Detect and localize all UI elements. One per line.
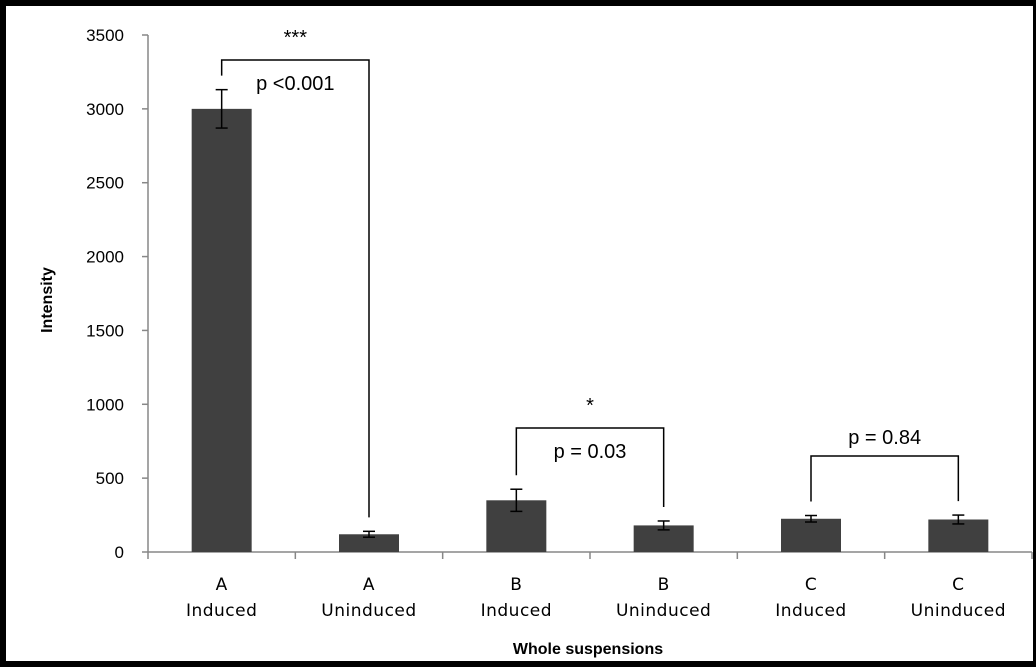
p-value-label: p <0.001 — [256, 73, 334, 95]
y-tick-label: 2500 — [86, 174, 124, 193]
x-tick-label: Induced — [481, 601, 552, 621]
y-tick-label: 0 — [115, 543, 124, 562]
x-tick-label: Uninduced — [911, 601, 1006, 621]
significance-brackets: *** p <0.001 * p = 0.03 p = 0.84 — [220, 27, 960, 518]
x-axis-title: Whole suspensions — [513, 641, 663, 658]
x-tick-label: C — [805, 575, 817, 595]
bar — [339, 534, 399, 552]
bars — [191, 108, 989, 552]
y-tick-label: 3000 — [86, 100, 124, 119]
x-tick-label: Induced — [775, 601, 846, 621]
y-tick-label: 2000 — [86, 248, 124, 267]
bracket — [810, 455, 960, 502]
x-tick-label: Uninduced — [616, 601, 711, 621]
significance-stars: *** — [284, 27, 308, 49]
x-tick-label: Uninduced — [321, 601, 416, 621]
bar — [928, 519, 989, 552]
x-tick-label: C — [952, 575, 964, 595]
error-bars — [215, 88, 965, 538]
x-axis: A Induced A Uninduced B Induced B Uninduced C Ind… — [147, 551, 1033, 621]
x-tick-label: B — [658, 575, 670, 595]
y-tick-label: 1500 — [86, 321, 124, 340]
bracket — [515, 427, 665, 507]
y-axis-title: Intensity — [39, 267, 56, 333]
bar — [191, 108, 252, 552]
p-value-label: p = 0.03 — [554, 441, 627, 463]
y-tick-label: 1000 — [86, 395, 124, 414]
x-tick-label: Induced — [186, 601, 257, 621]
significance-stars: * — [586, 395, 594, 417]
bar — [781, 518, 841, 552]
bracket — [220, 59, 370, 518]
x-tick-label: A — [363, 575, 375, 595]
y-tick-label: 500 — [96, 469, 124, 488]
p-value-label: p = 0.84 — [848, 427, 921, 449]
x-tick-label: B — [510, 575, 522, 595]
x-tick-label: A — [216, 575, 228, 595]
y-tick-label: 3500 — [86, 26, 124, 45]
y-axis: 0 500 1000 1500 2000 2500 3000 3500 — [86, 26, 149, 562]
